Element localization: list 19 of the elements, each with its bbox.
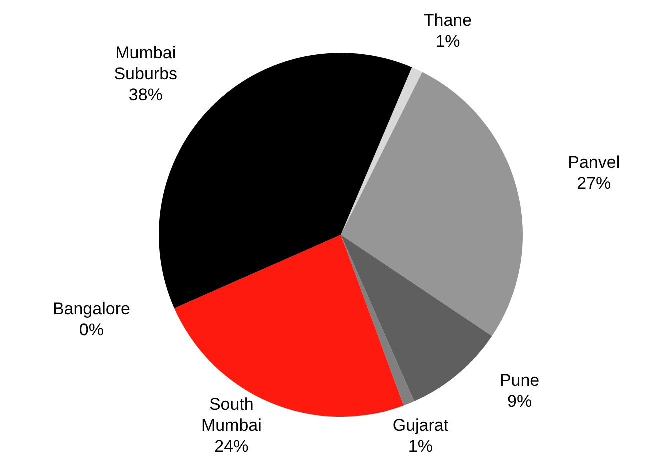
slice-label: Panvel [568, 153, 620, 172]
pie-slice [174, 235, 404, 417]
pie-slice [341, 235, 492, 402]
slice-label: Mumbai Suburbs [114, 43, 178, 84]
text: 0% [79, 320, 104, 340]
data-label: 24% [214, 436, 249, 456]
data-label: 9% [508, 392, 532, 411]
slice-label: Pune [500, 370, 540, 390]
category-label: Bangalore [52, 299, 130, 318]
slice-label: Gujarat [392, 416, 449, 435]
pie-slice [341, 235, 414, 406]
slice-label: South Mumbai [201, 394, 262, 435]
data-label: 1% [408, 436, 434, 456]
data-label: 27% [577, 174, 612, 194]
slice-label: Thane [424, 10, 472, 30]
pie-slice [341, 72, 523, 336]
pie-slice [341, 67, 422, 235]
data-label: 1% [436, 32, 460, 51]
data-label: 38% [128, 85, 163, 104]
